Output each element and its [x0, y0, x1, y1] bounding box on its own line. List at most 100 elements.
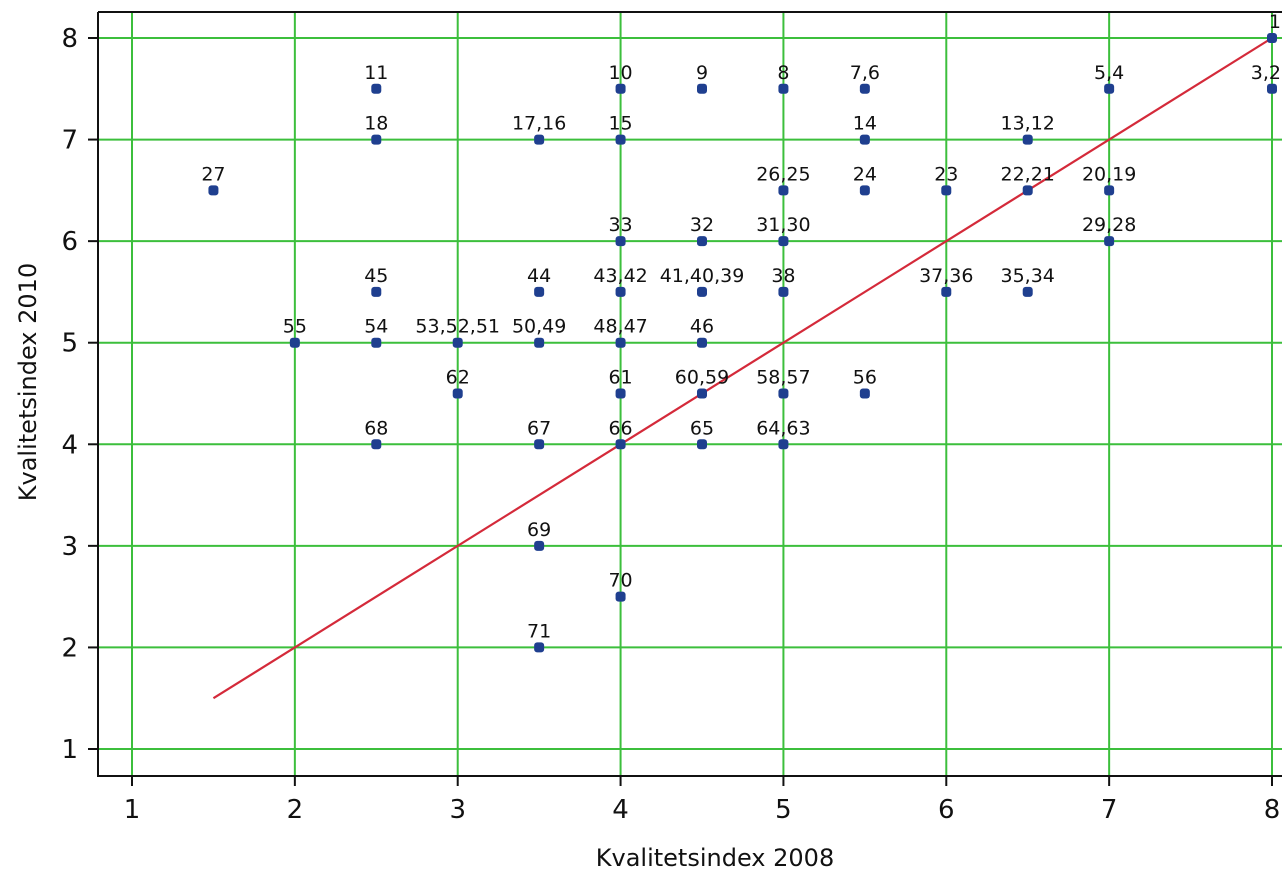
- y-tick-label: 8: [61, 24, 78, 54]
- data-point-label: 68: [364, 417, 388, 439]
- data-point-label: 32: [690, 214, 714, 236]
- data-point-label: 24: [853, 163, 877, 185]
- data-point: [371, 83, 382, 94]
- data-point-label: 66: [608, 417, 632, 439]
- reference-line: [212, 37, 1273, 700]
- data-point-label: 53,52,51: [415, 316, 500, 338]
- data-point-label: 54: [364, 316, 388, 338]
- data-point: [208, 185, 219, 196]
- data-point: [289, 337, 300, 348]
- data-points: [208, 33, 1277, 653]
- data-point-label: 41,40,39: [660, 265, 745, 287]
- y-tick-label: 2: [61, 633, 78, 663]
- y-axis-title: Kvalitetsindex 2010: [14, 263, 42, 501]
- y-tick-label: 3: [61, 532, 78, 562]
- data-point-label: 44: [527, 265, 551, 287]
- data-point: [697, 236, 707, 247]
- data-point-label: 1: [1269, 11, 1281, 33]
- data-point-label: 55: [283, 316, 307, 338]
- data-point-label: 58,57: [756, 367, 810, 389]
- data-point-label: 71: [527, 620, 551, 642]
- data-point: [371, 337, 382, 348]
- data-point: [615, 236, 626, 247]
- data-point: [941, 185, 952, 196]
- data-point-label: 67: [527, 417, 551, 439]
- y-tick-label: 6: [61, 227, 78, 257]
- y-tick-label: 1: [61, 735, 78, 765]
- data-point: [859, 388, 870, 399]
- data-point: [1267, 33, 1277, 43]
- data-point-label: 18: [364, 113, 388, 135]
- data-point: [615, 591, 626, 602]
- data-point-label: 15: [608, 113, 632, 135]
- data-point: [452, 388, 463, 399]
- data-point-label: 43,42: [593, 265, 647, 287]
- data-point-label: 22,21: [1001, 163, 1055, 185]
- x-axis-title: Kvalitetsindex 2008: [596, 844, 834, 872]
- data-point: [1104, 83, 1115, 94]
- grid: [98, 12, 1282, 776]
- data-point-label: 8: [777, 62, 789, 84]
- data-point-label: 11: [364, 62, 388, 84]
- data-point: [697, 388, 707, 399]
- data-point-label: 31,30: [756, 214, 810, 236]
- data-point-label: 7,6: [850, 62, 880, 84]
- data-point: [778, 388, 789, 399]
- data-point-label: 3,2: [1251, 62, 1281, 84]
- data-point-label: 13,12: [1001, 113, 1055, 135]
- data-point: [1267, 83, 1277, 94]
- data-point: [615, 337, 626, 348]
- data-point: [371, 134, 382, 145]
- data-point: [697, 439, 707, 450]
- x-tick-label: 4: [612, 795, 629, 825]
- data-point: [697, 83, 707, 94]
- data-point: [534, 337, 545, 348]
- data-point: [697, 337, 707, 348]
- data-point: [1022, 185, 1033, 196]
- data-point-label: 5,4: [1094, 62, 1124, 84]
- data-point: [534, 286, 545, 297]
- data-point: [534, 540, 545, 551]
- x-tick-label: 3: [449, 795, 466, 825]
- data-point: [615, 286, 626, 297]
- data-point: [615, 83, 626, 94]
- data-point-label: 14: [853, 113, 877, 135]
- data-point-label: 33: [608, 214, 632, 236]
- data-point: [778, 236, 789, 247]
- data-point-label: 17,16: [512, 113, 566, 135]
- data-point: [615, 388, 626, 399]
- data-point: [371, 439, 382, 450]
- data-point-label: 23: [934, 163, 958, 185]
- data-point: [697, 286, 707, 297]
- reference-line-group: [212, 37, 1273, 700]
- data-point-label: 48,47: [593, 316, 647, 338]
- data-point: [859, 185, 870, 196]
- data-point: [1022, 134, 1033, 145]
- x-tick-label: 5: [775, 795, 792, 825]
- data-point-label: 45: [364, 265, 388, 287]
- x-tick-label: 2: [287, 795, 304, 825]
- data-point-label: 20,19: [1082, 163, 1136, 185]
- x-tick-label: 7: [1101, 795, 1118, 825]
- data-point: [941, 286, 952, 297]
- data-point-label: 56: [853, 367, 877, 389]
- data-point-label: 61: [608, 367, 632, 389]
- x-tick-label: 1: [124, 795, 141, 825]
- data-point-label: 69: [527, 519, 551, 541]
- data-point-label: 46: [690, 316, 714, 338]
- data-point: [615, 439, 626, 450]
- data-point-label: 62: [446, 367, 470, 389]
- y-tick-label: 5: [61, 329, 78, 359]
- data-point-label: 10: [608, 62, 632, 84]
- data-point-label: 29,28: [1082, 214, 1136, 236]
- data-point: [1022, 286, 1033, 297]
- y-tick-label: 7: [61, 126, 78, 156]
- data-point-label: 64,63: [756, 417, 810, 439]
- data-point: [534, 642, 545, 653]
- data-point-label: 9: [696, 62, 708, 84]
- point-labels: 1 3,2 11 10 9 8 7,6 5,4 18 17,16 15 14 13,12 27 26,25 2…: [201, 11, 1281, 642]
- data-point: [778, 185, 789, 196]
- data-point: [534, 134, 545, 145]
